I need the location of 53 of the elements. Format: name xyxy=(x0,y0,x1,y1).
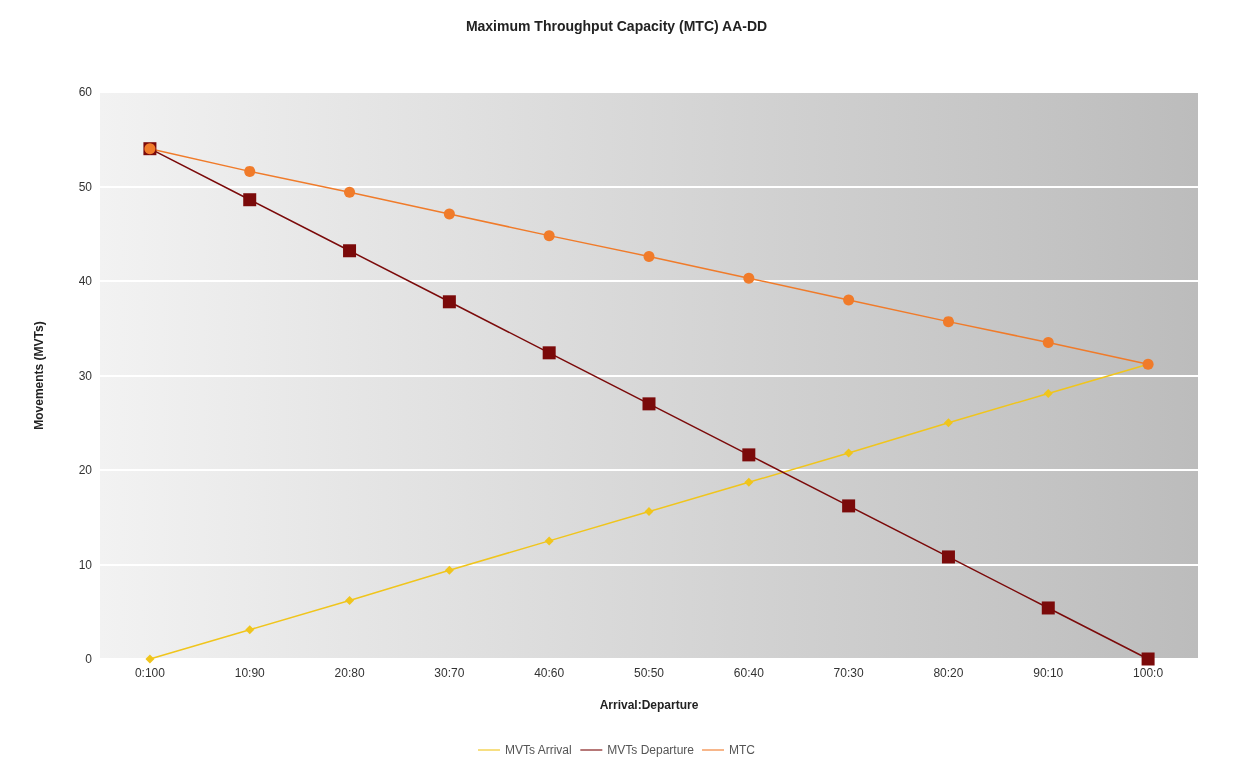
x-tick-label: 70:30 xyxy=(833,666,864,680)
point xyxy=(345,595,355,605)
x-tick-label: 60:40 xyxy=(733,666,765,680)
legend-label: MTC xyxy=(729,743,756,757)
x-tick-label: 30:70 xyxy=(434,666,465,680)
y-tick-label: 30 xyxy=(78,368,93,383)
point xyxy=(343,244,357,258)
point xyxy=(744,477,754,487)
x-axis-title: Arrival:Departure xyxy=(599,698,699,712)
point xyxy=(442,295,456,309)
y-tick-label: 50 xyxy=(78,179,93,194)
point xyxy=(145,654,155,664)
x-tick-label: 90:10 xyxy=(1033,666,1064,680)
x-tick-label: 40:60 xyxy=(534,666,565,680)
point xyxy=(743,272,755,284)
point xyxy=(543,230,555,242)
y-tick-label: 40 xyxy=(78,274,93,288)
legend-label: MVTs Departure xyxy=(607,743,695,757)
y-tick-label: 0 xyxy=(85,652,93,666)
point xyxy=(742,448,756,462)
point xyxy=(1042,336,1054,348)
point xyxy=(444,565,454,575)
chart-title: Maximum Throughput Capacity (MTC) AA-DD xyxy=(465,18,768,34)
point xyxy=(842,499,856,513)
point xyxy=(644,507,654,517)
x-tick-label: 0:100 xyxy=(134,666,166,680)
x-tick-label: 20:80 xyxy=(334,666,365,680)
x-tick-label: 80:20 xyxy=(933,666,964,680)
point xyxy=(642,397,656,411)
point xyxy=(245,625,255,635)
point xyxy=(643,250,655,262)
point xyxy=(943,418,953,428)
y-axis-title: Movements (MVTs) xyxy=(32,321,46,430)
legend-label: MVTs Arrival xyxy=(504,743,572,757)
point xyxy=(942,316,954,328)
point xyxy=(243,193,257,207)
point xyxy=(544,536,554,546)
point xyxy=(542,346,556,360)
point xyxy=(1043,388,1053,398)
x-tick-label: 50:50 xyxy=(633,666,665,680)
point xyxy=(1141,652,1155,666)
x-tick-label: 100:0 xyxy=(1133,666,1164,680)
point xyxy=(244,165,256,177)
x-tick-label: 10:90 xyxy=(234,666,266,680)
y-tick-label: 10 xyxy=(78,557,93,572)
point xyxy=(344,186,356,198)
y-tick-label: 60 xyxy=(78,85,93,99)
y-tick-label: 20 xyxy=(78,463,93,477)
point xyxy=(941,550,955,564)
point xyxy=(843,294,855,306)
point xyxy=(1041,601,1055,615)
point xyxy=(443,208,455,220)
point xyxy=(844,448,854,458)
